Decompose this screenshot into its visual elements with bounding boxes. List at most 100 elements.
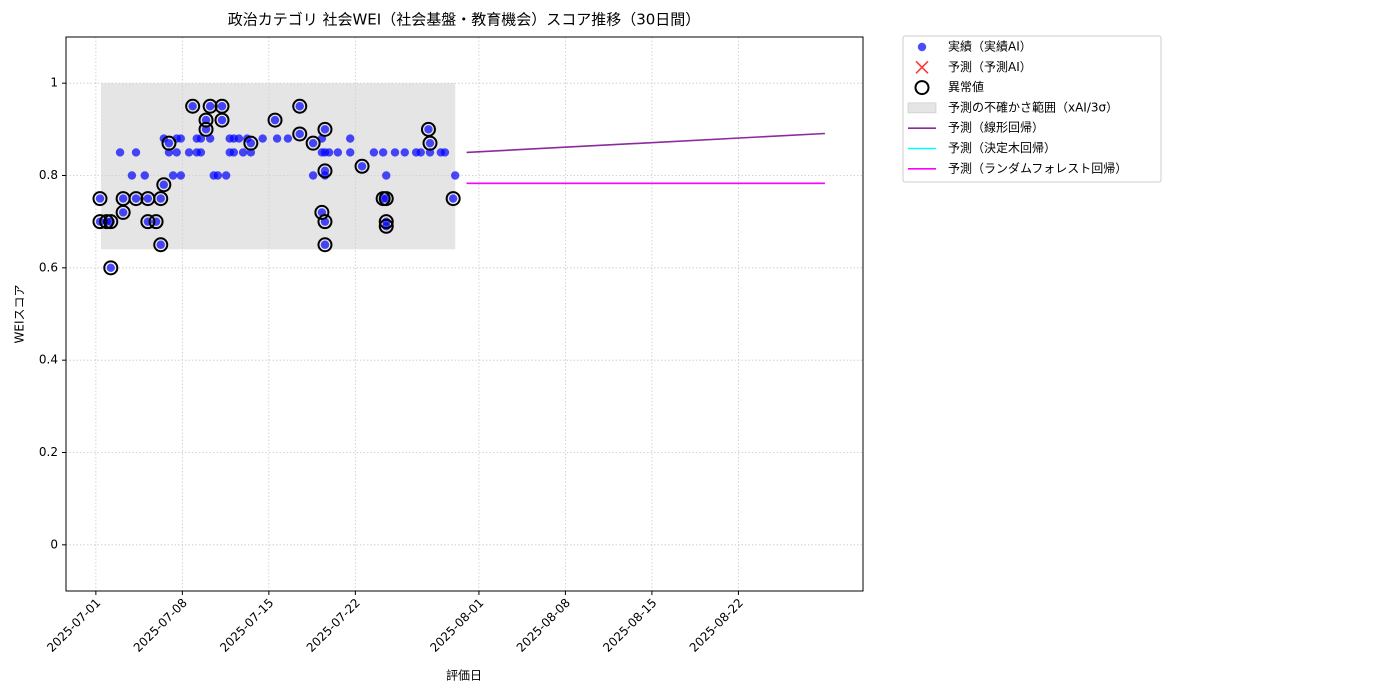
forecast-line [466, 132, 825, 154]
data-point [382, 222, 391, 231]
x-tick-label: 2025-08-22 [687, 596, 746, 655]
data-point [184, 148, 194, 157]
data-point [390, 148, 400, 157]
anomaly-marker [317, 121, 333, 137]
data-point [451, 171, 460, 180]
anomaly-marker [378, 214, 394, 230]
anomaly-marker [354, 158, 370, 174]
data-point [424, 125, 433, 134]
data-point [118, 194, 128, 203]
anomaly-marker [153, 191, 169, 207]
data-point [272, 134, 282, 143]
data-point [283, 134, 293, 143]
anomaly-marker [185, 98, 201, 114]
data-point [176, 134, 186, 143]
chart-title: 政治カテゴリ 社会WEI（社会基盤・教育機会）スコア推移（30日間） [228, 11, 701, 29]
data-point [400, 148, 409, 157]
legend-label: 異常値 [948, 79, 984, 94]
legend-marker [914, 80, 930, 96]
anomaly-marker [292, 126, 308, 142]
data-point [258, 134, 267, 143]
data-point [168, 171, 178, 180]
data-point [159, 180, 169, 189]
data-point [440, 148, 450, 157]
data-point [346, 148, 355, 157]
legend-marker [907, 102, 937, 114]
data-point [270, 115, 280, 125]
anomaly-marker [292, 98, 308, 114]
data-point [156, 240, 165, 249]
anomaly-marker [103, 260, 119, 276]
data-point [320, 171, 330, 180]
data-point [156, 194, 165, 203]
anomaly-marker [153, 237, 169, 253]
data-point [246, 138, 256, 148]
data-point [308, 171, 318, 180]
anomaly-marker [214, 112, 230, 128]
anomaly-marker [445, 191, 461, 207]
anomaly-marker [317, 163, 333, 179]
data-point [320, 240, 330, 249]
anomaly-marker [103, 214, 119, 230]
data-point [378, 148, 388, 157]
data-point [131, 194, 141, 203]
anomaly-marker [92, 191, 108, 207]
x-tick-label: 2025-08-01 [427, 596, 486, 655]
data-point [295, 129, 304, 139]
data-point [382, 171, 391, 180]
legend-marker [917, 42, 927, 52]
data-point [416, 148, 425, 157]
data-point [217, 115, 227, 125]
anomaly-marker [243, 135, 259, 151]
legend-label: 予測（決定木回帰） [948, 140, 1056, 155]
data-point [324, 148, 334, 157]
y-axis-label: WEIスコア [13, 285, 27, 344]
data-point [140, 171, 149, 180]
legend-label: 予測（線形回帰） [948, 120, 1044, 135]
data-point [118, 208, 128, 217]
data-point [131, 148, 141, 157]
data-point [205, 102, 215, 111]
data-point [106, 263, 115, 273]
y-tick-label: 0 [50, 537, 58, 551]
data-point [115, 148, 125, 157]
anomaly-marker [317, 237, 333, 253]
anomaly-marker [148, 214, 164, 230]
data-point [448, 194, 458, 203]
anomaly-marker [202, 98, 218, 114]
legend-label: 予測（予測AI） [948, 60, 1032, 74]
anomaly-marker [198, 121, 214, 137]
data-point [221, 171, 231, 180]
y-tick-label: 0.6 [39, 260, 58, 274]
legend-label: 実績（実績AI） [948, 39, 1032, 54]
data-point [196, 148, 206, 157]
data-point [234, 134, 244, 143]
data-point [196, 134, 206, 143]
anomaly-marker [198, 112, 214, 128]
anomaly-marker [314, 204, 330, 220]
anomaly-marker [378, 218, 394, 234]
data-point [320, 125, 330, 134]
anomaly-marker [267, 112, 283, 128]
data-point [95, 194, 105, 203]
y-tick-label: 0.2 [39, 445, 58, 459]
data-point [333, 148, 343, 157]
anomaly-marker [128, 191, 144, 207]
anomaly-marker [420, 121, 436, 137]
data-point [213, 171, 223, 180]
data-point [143, 194, 153, 203]
y-tick-label: 0.8 [39, 168, 58, 182]
x-tick-label: 2025-07-01 [44, 596, 103, 655]
anomaly-marker [378, 191, 394, 207]
data-point [357, 162, 367, 171]
anomaly-marker [140, 214, 156, 230]
data-point [188, 102, 197, 111]
anomaly-marker [317, 214, 333, 230]
x-tick-label: 2025-07-15 [217, 596, 276, 655]
data-point [172, 148, 181, 157]
legend-box [902, 35, 1162, 183]
data-point [369, 148, 379, 157]
plot-frame [65, 36, 864, 592]
data-point [229, 148, 239, 157]
data-point [308, 138, 318, 148]
